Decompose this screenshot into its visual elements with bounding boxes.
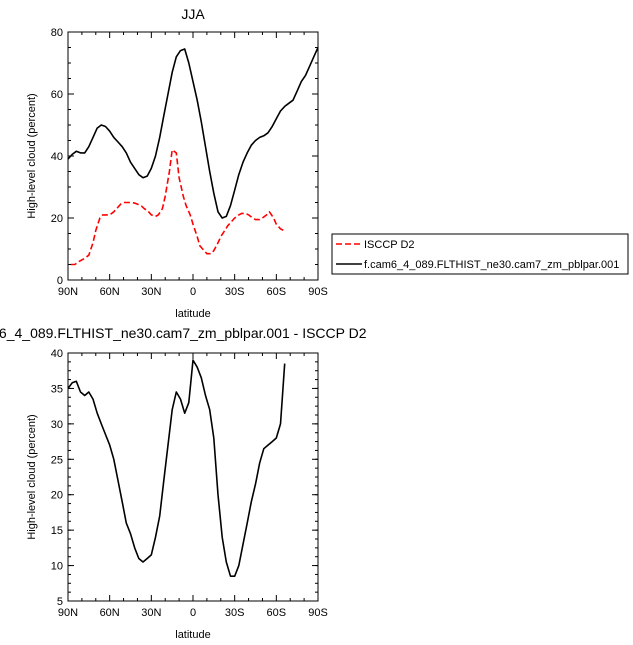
legend: ISCCP D2 f.cam6_4_089.FLTHIST_ne30.cam7_… (331, 233, 629, 275)
top-y-tick-label: 40 (51, 151, 63, 163)
top-series-line-1 (67, 47, 319, 219)
top-y-tick-label: 0 (57, 275, 63, 287)
top-x-tick-label: 60S (267, 286, 287, 298)
bottom-y-tick-label: 35 (51, 383, 63, 395)
bottom-y-tick-label: 25 (51, 454, 63, 466)
bottom-series-group (67, 359, 286, 578)
top-x-ticks: 90N 60N 30N 0 30S 60S 90S (58, 32, 328, 298)
bottom-series-line-0 (67, 359, 286, 578)
bottom-x-tick-label: 0 (190, 607, 196, 619)
bottom-y-tick-label: 20 (51, 490, 63, 502)
bottom-y-axis-label: High-level cloud (percent) (26, 414, 38, 539)
bottom-y-tick-label: 5 (57, 596, 63, 608)
bottom-y-ticks: 5 10 15 20 25 30 35 40 (51, 348, 318, 608)
bottom-x-ticks: 90N 60N 30N 0 30S 60S 90S (58, 353, 328, 619)
legend-box (331, 233, 629, 275)
bottom-y-tick-label: 40 (51, 348, 63, 360)
top-y-tick-label: 60 (51, 89, 63, 101)
bottom-y-tick-label: 15 (51, 525, 63, 537)
bottom-x-axis-label: latitude (175, 629, 210, 641)
top-x-tick-label: 30S (225, 286, 245, 298)
bottom-x-tick-label: 30N (141, 607, 161, 619)
top-y-tick-label: 20 (51, 213, 63, 225)
bottom-plot-frame (67, 352, 319, 602)
top-series-line-0 (70, 149, 284, 266)
top-plot-frame (67, 31, 319, 281)
bottom-chart-title: am6_4_089.FLTHIST_ne30.cam7_zm_pblpar.00… (0, 325, 367, 341)
bottom-x-tick-label: 30S (225, 607, 245, 619)
top-y-axis-label: High-level cloud (percent) (26, 93, 38, 218)
top-panel: JJA 90N 60N 30N 0 30S 60S 90S 0 20 40 60 80 latitu… (26, 6, 328, 320)
top-chart-title: JJA (181, 6, 205, 22)
legend-label-isccp: ISCCP D2 (364, 239, 415, 251)
top-x-tick-label: 0 (190, 286, 196, 298)
bottom-x-tick-label: 60S (267, 607, 287, 619)
legend-label-model: f.cam6_4_089.FLTHIST_ne30.cam7_zm_pblpar… (364, 259, 619, 271)
bottom-y-tick-label: 10 (51, 561, 63, 573)
top-series-group (67, 47, 319, 266)
bottom-x-tick-label: 90S (308, 607, 328, 619)
top-x-axis-label: latitude (175, 308, 210, 320)
top-x-tick-label: 90S (308, 286, 328, 298)
top-x-tick-label: 90N (58, 286, 78, 298)
top-x-tick-label: 60N (100, 286, 120, 298)
bottom-x-tick-label: 60N (100, 607, 120, 619)
bottom-y-tick-label: 30 (51, 419, 63, 431)
bottom-x-tick-label: 90N (58, 607, 78, 619)
top-x-tick-label: 30N (141, 286, 161, 298)
top-y-tick-label: 80 (51, 27, 63, 39)
bottom-panel: am6_4_089.FLTHIST_ne30.cam7_zm_pblpar.00… (0, 325, 367, 641)
